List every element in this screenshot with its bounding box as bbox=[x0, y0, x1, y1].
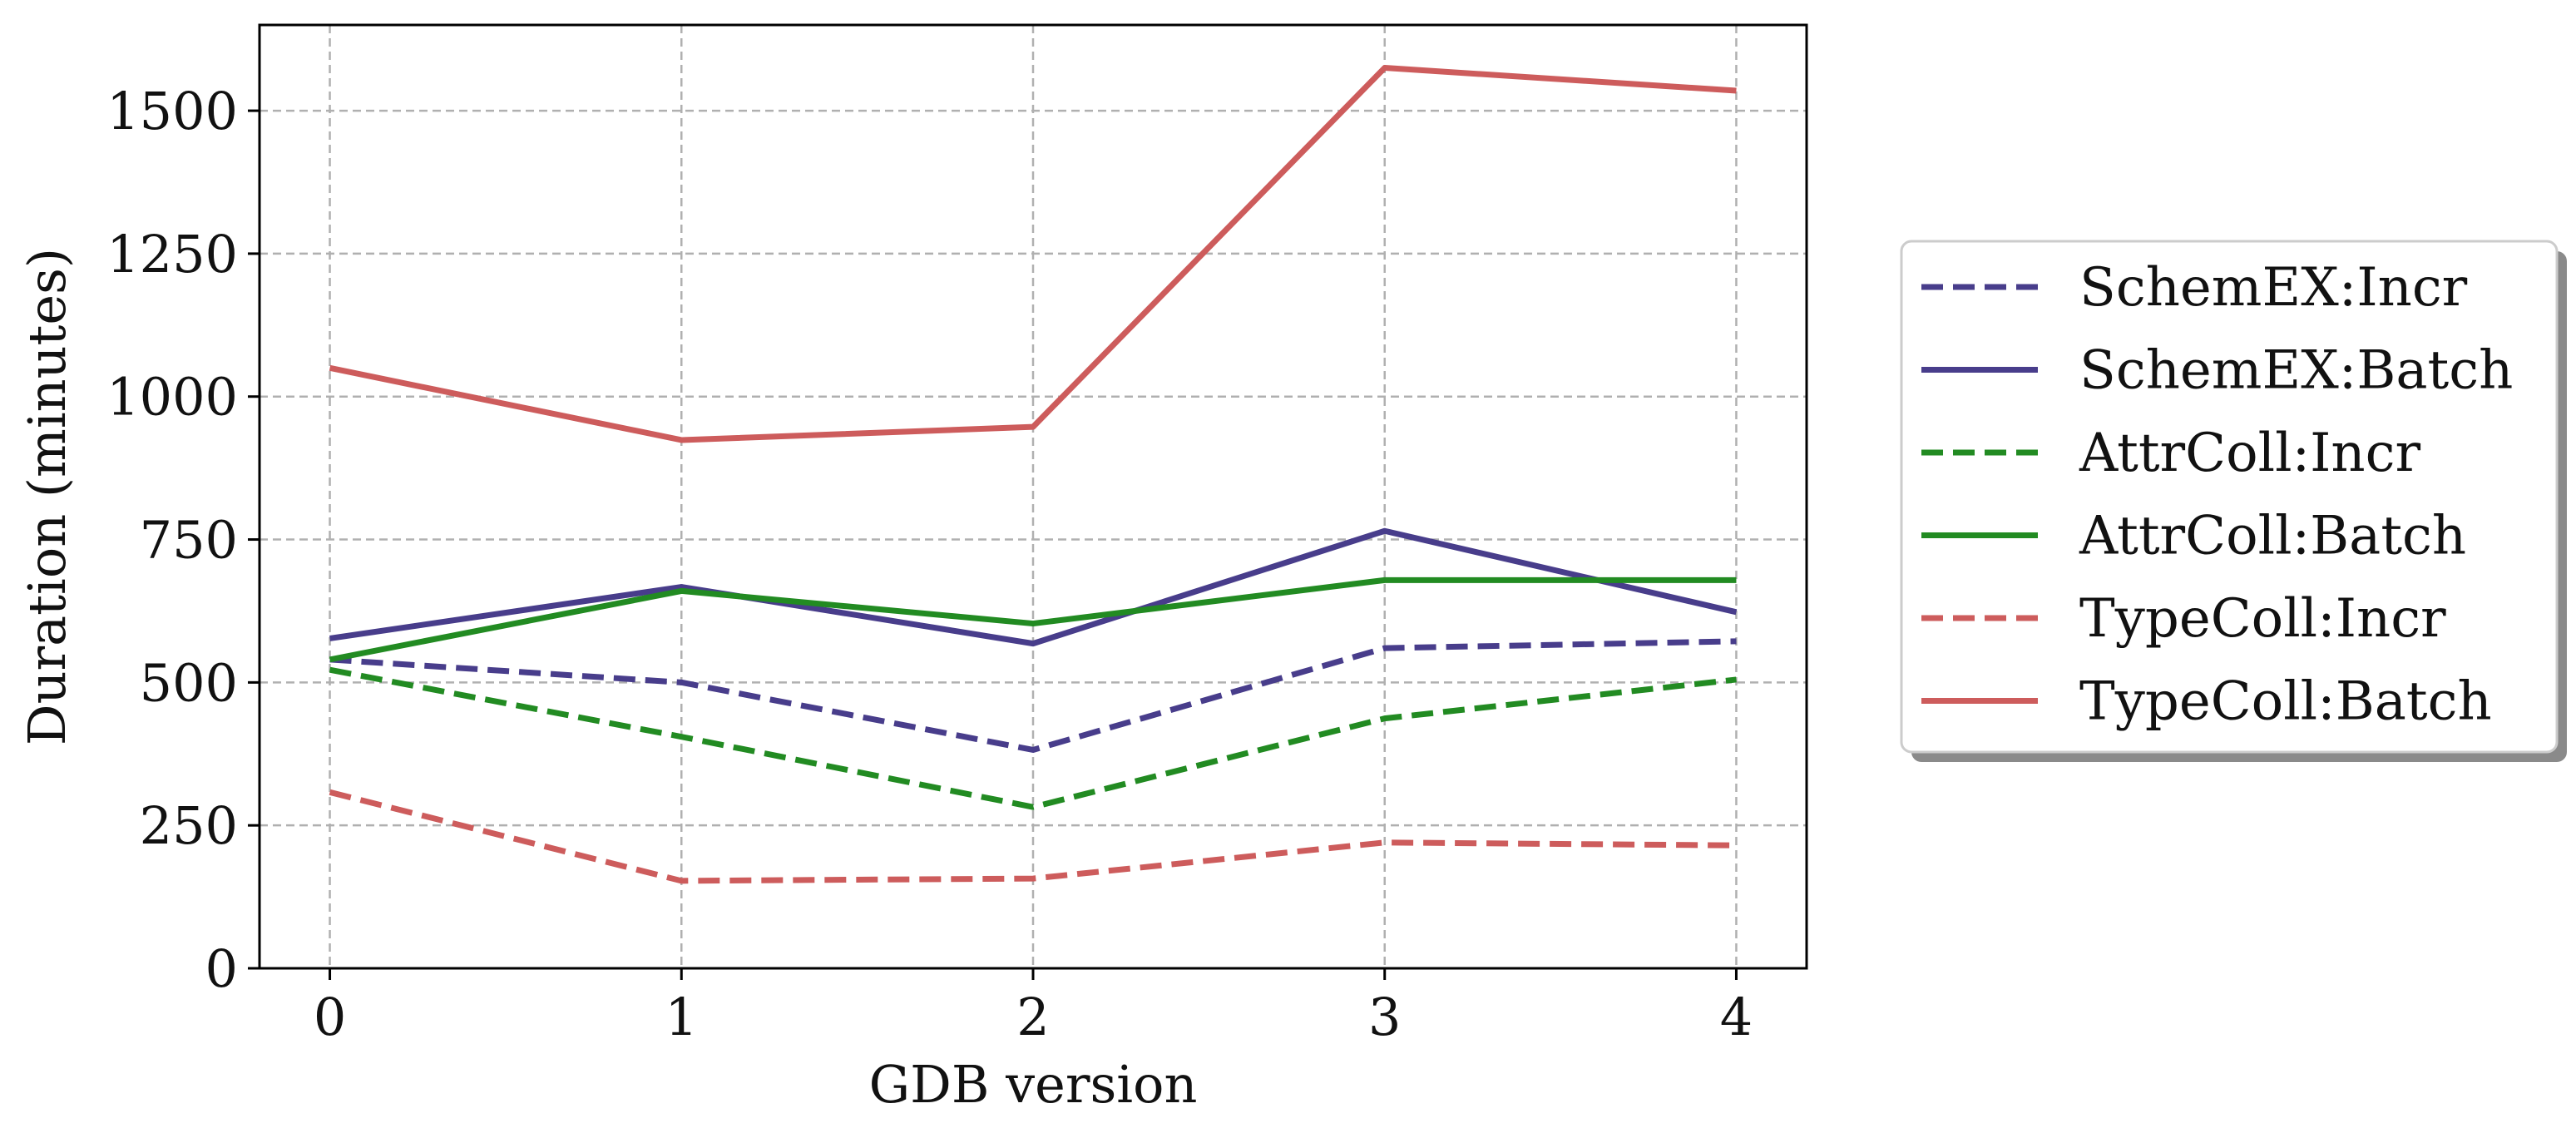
x-tick-label: 1 bbox=[665, 987, 698, 1047]
y-tick-label: 500 bbox=[140, 652, 238, 713]
legend-label: TypeColl:Incr bbox=[2079, 588, 2446, 650]
legend: SchemEX:Incr SchemEX:Batch AttrColl:Incr At… bbox=[1900, 240, 2567, 762]
y-axis-title: Duration (minutes) bbox=[17, 248, 77, 745]
x-tick-label: 4 bbox=[1720, 987, 1753, 1047]
y-tick-label: 0 bbox=[205, 938, 238, 999]
legend-label: AttrColl:Incr bbox=[2079, 423, 2420, 484]
series-lines bbox=[329, 65, 1738, 884]
series-line-schemex-incr bbox=[329, 638, 1737, 753]
x-tick-label: 3 bbox=[1368, 987, 1401, 1047]
series-line-schemex-batch bbox=[329, 527, 1738, 647]
series-line-attrcoll-batch bbox=[329, 576, 1737, 663]
y-tick-label: 1500 bbox=[106, 81, 238, 141]
series-line-attrcoll-incr bbox=[329, 666, 1737, 810]
legend-label: AttrColl:Batch bbox=[2079, 506, 2466, 567]
legend-box bbox=[1900, 240, 2559, 754]
x-tick-label: 0 bbox=[314, 987, 346, 1047]
axis-ticks: 0 1 2 3 4 0 250 500 750 1000 1250 1500 bbox=[106, 81, 1753, 1047]
series-line-typecoll-batch bbox=[329, 65, 1737, 443]
y-tick-label: 750 bbox=[140, 510, 238, 571]
x-axis-title: GDB version bbox=[869, 1054, 1198, 1115]
legend-label: SchemEX:Batch bbox=[2079, 340, 2513, 402]
y-tick-label: 250 bbox=[140, 795, 238, 856]
series-line-typecoll-incr bbox=[329, 789, 1737, 884]
legend-label: SchemEX:Incr bbox=[2079, 257, 2468, 319]
y-tick-label: 1000 bbox=[106, 367, 238, 428]
y-tick-label: 1250 bbox=[106, 224, 238, 284]
x-tick-label: 2 bbox=[1016, 987, 1049, 1047]
grid bbox=[260, 25, 1807, 968]
legend-label: TypeColl:Batch bbox=[2079, 671, 2492, 733]
